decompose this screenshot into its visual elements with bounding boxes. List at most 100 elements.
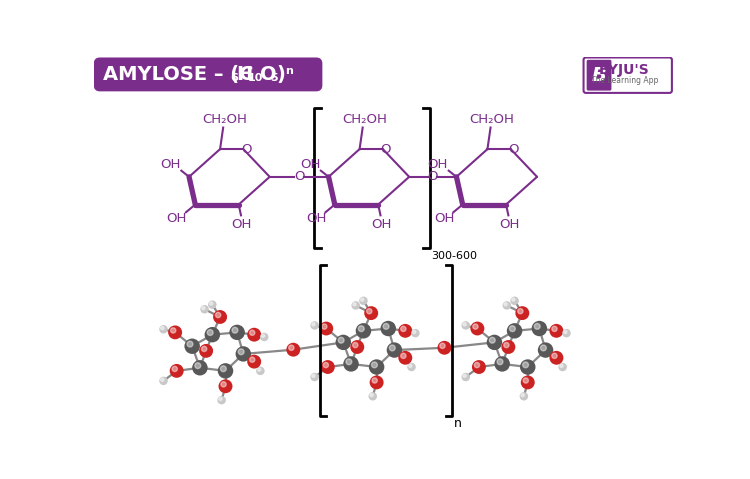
Circle shape [202, 307, 205, 310]
Circle shape [552, 326, 557, 331]
Text: O: O [427, 171, 438, 183]
Circle shape [209, 302, 213, 305]
Circle shape [372, 378, 377, 383]
Circle shape [160, 327, 164, 330]
Circle shape [494, 356, 510, 372]
Circle shape [159, 376, 168, 385]
Circle shape [350, 340, 364, 354]
Circle shape [520, 359, 536, 375]
Circle shape [503, 301, 511, 309]
Circle shape [370, 393, 374, 397]
Circle shape [322, 324, 327, 329]
Circle shape [356, 323, 371, 339]
Circle shape [409, 364, 412, 367]
Circle shape [217, 363, 233, 378]
Circle shape [369, 359, 384, 375]
Text: OH: OH [433, 212, 454, 225]
Circle shape [238, 349, 244, 355]
Circle shape [200, 344, 213, 358]
Circle shape [338, 337, 344, 343]
Text: OH: OH [166, 212, 187, 225]
Circle shape [461, 373, 470, 381]
Circle shape [184, 339, 200, 354]
Circle shape [232, 327, 238, 333]
Circle shape [398, 351, 412, 365]
Circle shape [289, 345, 294, 350]
Circle shape [510, 297, 519, 305]
FancyBboxPatch shape [584, 57, 672, 93]
Text: OH: OH [371, 218, 392, 231]
Circle shape [552, 353, 557, 358]
Circle shape [248, 355, 261, 368]
Circle shape [359, 297, 368, 305]
Circle shape [562, 329, 571, 337]
Circle shape [352, 301, 360, 309]
Text: 300-600: 300-600 [432, 251, 478, 261]
Circle shape [521, 393, 524, 397]
Text: OH: OH [427, 158, 448, 171]
Circle shape [461, 321, 470, 330]
Circle shape [507, 323, 522, 339]
Circle shape [387, 342, 402, 358]
Circle shape [502, 340, 515, 354]
Circle shape [407, 363, 416, 371]
Text: The Learning App: The Learning App [591, 76, 658, 85]
Circle shape [320, 321, 333, 335]
Circle shape [352, 342, 358, 348]
Circle shape [213, 310, 227, 324]
Text: ): ) [277, 65, 286, 84]
Circle shape [170, 364, 184, 378]
Circle shape [524, 378, 529, 383]
Circle shape [218, 379, 232, 393]
Circle shape [160, 378, 164, 381]
Circle shape [312, 374, 315, 377]
Circle shape [260, 333, 268, 341]
Circle shape [532, 321, 547, 336]
Circle shape [487, 335, 502, 350]
Circle shape [172, 366, 177, 372]
Circle shape [250, 357, 255, 362]
Circle shape [437, 341, 452, 355]
Circle shape [217, 396, 226, 404]
Circle shape [550, 324, 563, 338]
Circle shape [398, 324, 412, 338]
Circle shape [400, 326, 406, 331]
Circle shape [520, 376, 535, 389]
FancyBboxPatch shape [94, 57, 322, 91]
Circle shape [504, 342, 509, 348]
Text: CH₂OH: CH₂OH [202, 114, 248, 126]
Text: OH: OH [232, 218, 252, 231]
Circle shape [470, 321, 484, 335]
Circle shape [248, 328, 261, 342]
Text: n: n [285, 66, 293, 76]
Text: 5: 5 [271, 73, 278, 83]
Circle shape [208, 300, 217, 309]
Circle shape [358, 326, 364, 331]
Circle shape [474, 363, 479, 368]
Circle shape [346, 359, 352, 365]
Circle shape [463, 374, 466, 377]
Circle shape [518, 308, 523, 314]
Circle shape [321, 360, 334, 374]
Circle shape [368, 392, 377, 400]
Circle shape [361, 298, 364, 301]
Circle shape [344, 356, 358, 372]
Circle shape [262, 334, 265, 337]
Circle shape [230, 325, 244, 340]
Circle shape [411, 329, 420, 337]
Text: OH: OH [499, 218, 519, 231]
Circle shape [310, 373, 319, 381]
Circle shape [512, 298, 515, 301]
Text: H: H [236, 65, 253, 84]
Circle shape [523, 362, 529, 368]
Circle shape [550, 351, 563, 365]
Circle shape [472, 360, 486, 374]
Circle shape [170, 328, 176, 333]
Circle shape [200, 305, 208, 313]
Circle shape [312, 323, 315, 326]
Text: n: n [454, 417, 462, 430]
Circle shape [515, 306, 529, 320]
Circle shape [400, 353, 406, 358]
Circle shape [219, 398, 222, 400]
Circle shape [509, 326, 515, 331]
